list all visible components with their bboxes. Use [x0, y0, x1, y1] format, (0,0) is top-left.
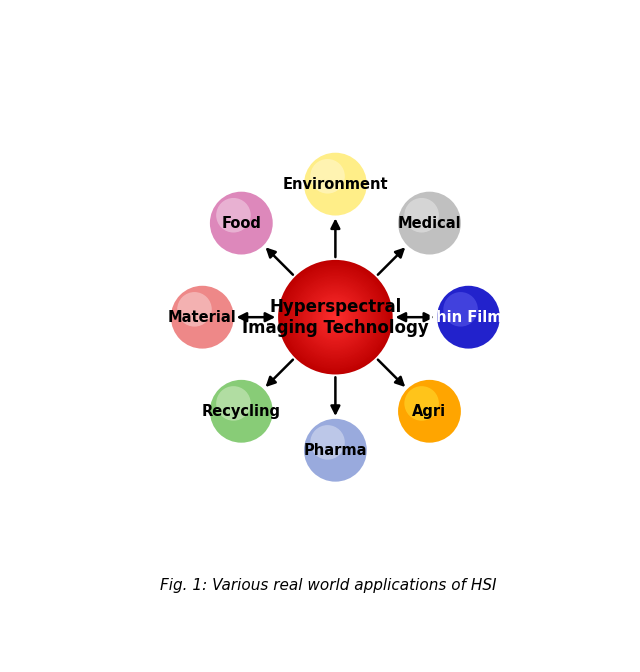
Circle shape [294, 276, 377, 359]
Circle shape [319, 302, 351, 333]
Circle shape [316, 297, 355, 337]
Text: Pharma: Pharma [303, 443, 367, 458]
Circle shape [295, 277, 376, 358]
Circle shape [278, 260, 393, 374]
Circle shape [304, 419, 367, 482]
Text: Medical: Medical [397, 216, 461, 230]
Circle shape [305, 287, 365, 347]
Circle shape [210, 380, 273, 443]
Circle shape [171, 286, 234, 349]
Circle shape [301, 283, 370, 351]
Circle shape [307, 288, 364, 346]
Circle shape [404, 198, 439, 233]
Circle shape [285, 267, 385, 368]
Circle shape [317, 298, 354, 336]
Circle shape [300, 282, 371, 353]
Circle shape [327, 308, 344, 326]
Circle shape [304, 153, 367, 216]
Circle shape [404, 386, 439, 421]
Circle shape [311, 293, 360, 341]
Text: Agri: Agri [412, 404, 447, 419]
Circle shape [312, 294, 358, 340]
Circle shape [325, 307, 346, 327]
Circle shape [328, 310, 342, 325]
Circle shape [216, 386, 251, 421]
Text: Recycling: Recycling [202, 404, 281, 419]
Circle shape [287, 269, 384, 366]
Circle shape [334, 316, 337, 319]
Circle shape [444, 292, 478, 327]
Circle shape [282, 264, 388, 370]
Circle shape [298, 280, 372, 354]
Circle shape [333, 314, 339, 320]
Circle shape [310, 159, 345, 194]
Circle shape [331, 313, 340, 321]
Circle shape [210, 192, 273, 255]
Circle shape [323, 304, 348, 330]
Circle shape [292, 274, 378, 360]
Circle shape [437, 286, 500, 349]
Text: Hyperspectral
Imaging Technology: Hyperspectral Imaging Technology [242, 298, 429, 337]
Circle shape [398, 380, 461, 443]
Circle shape [284, 265, 387, 369]
Circle shape [308, 290, 363, 344]
Circle shape [303, 284, 369, 350]
Circle shape [177, 292, 212, 327]
Circle shape [288, 270, 383, 364]
Circle shape [310, 425, 345, 460]
Circle shape [289, 271, 381, 363]
Circle shape [280, 261, 391, 373]
Text: Material: Material [168, 310, 237, 325]
Text: Thin Films: Thin Films [426, 310, 511, 325]
Circle shape [310, 292, 361, 343]
Circle shape [216, 198, 251, 233]
Circle shape [321, 303, 349, 331]
Circle shape [291, 273, 380, 362]
Circle shape [318, 300, 353, 335]
Text: Environment: Environment [283, 177, 388, 192]
Text: Fig. 1: Various real world applications of HSI: Fig. 1: Various real world applications … [160, 578, 496, 593]
Text: Food: Food [221, 216, 261, 230]
Circle shape [330, 311, 341, 323]
Circle shape [304, 286, 367, 349]
Circle shape [398, 192, 461, 255]
Circle shape [324, 306, 347, 329]
Circle shape [281, 263, 390, 372]
Circle shape [314, 296, 357, 339]
Circle shape [297, 278, 374, 356]
